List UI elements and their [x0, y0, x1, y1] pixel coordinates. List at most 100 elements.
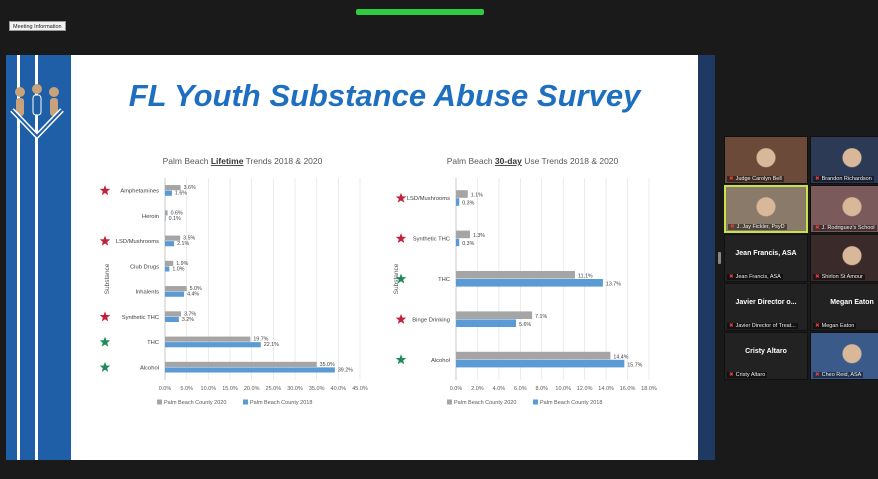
bar	[165, 260, 174, 266]
bar	[456, 351, 611, 360]
category-label: LSD/Mushrooms	[407, 196, 450, 202]
participant-name: Cheo Reid, ASA	[821, 372, 862, 378]
data-label: 13.7%	[606, 282, 621, 288]
organization-logo-icon	[10, 84, 64, 140]
chart-title: Palm Beach 30-day Use Trends 2018 & 2020	[447, 156, 619, 166]
legend-label: Palm Beach County 2018	[250, 400, 312, 406]
category-label: Club Drugs	[130, 264, 159, 270]
x-tick-label: 10.0%	[201, 386, 217, 392]
category-label: Amphetamines	[120, 189, 159, 195]
red-star-icon	[99, 311, 111, 322]
bar	[165, 336, 251, 342]
participant-name-label: ✖ J. Rodriguez's School	[813, 225, 877, 231]
bar	[165, 361, 317, 367]
participant-display-name: Cristy Altaro	[745, 348, 787, 355]
data-label: 2.1%	[177, 241, 189, 247]
category-label: Heroin	[142, 214, 159, 220]
participant-display-name: Jean Francis, ASA	[735, 250, 797, 257]
bar	[456, 198, 460, 206]
participant-tile[interactable]: ✖ Cheo Reid, ASA	[810, 332, 878, 380]
participant-name: Megan Eaton	[821, 323, 855, 329]
participant-tile[interactable]: Javier Director o... ✖ Javier Director of …	[724, 283, 808, 331]
bar	[165, 235, 181, 241]
participant-name: Cristy Altaro	[735, 372, 766, 378]
bar	[456, 319, 517, 327]
participant-video	[726, 187, 806, 231]
x-tick-label: 20.0%	[244, 386, 260, 392]
muted-mic-icon: ✖	[815, 323, 820, 329]
participant-video	[811, 235, 878, 281]
data-label: 3.7%	[184, 311, 196, 317]
data-label: 39.2%	[338, 367, 353, 373]
bar	[165, 286, 187, 292]
data-label: 19.7%	[253, 337, 268, 343]
category-label: Synthetic THC	[413, 237, 450, 243]
participant-name: Judge Carolyn Bell	[735, 176, 782, 182]
participant-name-label: ✖ Cheo Reid, ASA	[813, 372, 864, 378]
chart-title: Palm Beach Lifetime Trends 2018 & 2020	[163, 156, 323, 166]
green-star-icon	[99, 361, 111, 372]
participant-tile[interactable]: Jean Francis, ASA ✖ Jean Francis, ASA	[724, 234, 808, 282]
participant-video	[811, 333, 878, 379]
bar	[165, 291, 185, 297]
legend-swatch	[243, 399, 248, 405]
data-label: 0.3%	[462, 201, 474, 207]
x-tick-label: 45.0%	[352, 386, 368, 392]
category-label: THC	[147, 340, 159, 346]
category-label: Synthetic THC	[122, 315, 159, 321]
category-label: Alcohol	[140, 365, 159, 371]
x-tick-label: 25.0%	[266, 386, 282, 392]
participant-name-label: ✖ Brandon Richardson	[813, 176, 874, 182]
participant-tile[interactable]: Cristy Altaro ✖ Cristy Altaro	[724, 332, 808, 380]
data-label: 7.1%	[535, 314, 547, 320]
presentation-slide	[71, 55, 698, 460]
y-axis-label: Substance	[104, 263, 111, 294]
bar	[165, 210, 168, 216]
bar	[165, 367, 335, 373]
participant-tile[interactable]: Megan Eaton ✖ Megan Eaton	[810, 283, 878, 331]
participant-tile[interactable]: ✖ J. Jay Fickler, PsyD	[724, 185, 808, 233]
muted-mic-icon: ✖	[729, 372, 734, 378]
legend-swatch	[157, 399, 162, 405]
participant-tile[interactable]: ✖ Brandon Richardson	[810, 136, 878, 184]
x-tick-label: 12.0%	[577, 386, 593, 392]
data-label: 0.1%	[169, 216, 181, 222]
slide-left-band	[6, 55, 71, 460]
green-star-icon	[99, 336, 111, 347]
bar	[165, 342, 261, 348]
participant-tile[interactable]: ✖ Shirlon St Amour	[810, 234, 878, 282]
red-star-icon	[395, 233, 407, 244]
red-star-icon	[395, 313, 407, 324]
participant-name-label: ✖ Javier Director of Treat...	[727, 323, 798, 329]
participant-tile[interactable]: ✖ Judge Carolyn Bell	[724, 136, 808, 184]
data-label: 15.7%	[627, 362, 642, 368]
legend-swatch	[533, 399, 538, 405]
muted-mic-icon: ✖	[729, 176, 734, 182]
participant-tile[interactable]: ✖ J. Rodriguez's School	[810, 185, 878, 233]
bar	[456, 230, 470, 239]
data-label: 0.3%	[462, 241, 474, 247]
x-tick-label: 5.0%	[180, 386, 193, 392]
participant-name: Brandon Richardson	[821, 176, 872, 182]
bar	[165, 185, 181, 191]
slide-title: FL Youth Substance Abuse Survey	[128, 78, 641, 113]
participant-name: J. Rodriguez's School	[821, 225, 875, 231]
bar	[165, 311, 182, 317]
red-star-icon	[99, 185, 111, 196]
red-star-icon	[395, 192, 407, 203]
muted-mic-icon: ✖	[815, 274, 820, 280]
data-label: 3.5%	[183, 236, 195, 242]
meeting-information-button[interactable]: Meeting Information	[9, 21, 66, 31]
category-label: LSD/Mushrooms	[116, 239, 159, 245]
data-label: 1.6%	[175, 191, 187, 197]
participant-name-label: ✖ Cristy Altaro	[727, 372, 768, 378]
x-tick-label: 0.0%	[450, 386, 463, 392]
bar	[165, 266, 170, 272]
participant-video	[725, 137, 807, 183]
sharing-indicator-bar[interactable]	[356, 9, 484, 15]
data-label: 1.1%	[471, 193, 483, 199]
gallery-resize-handle[interactable]	[718, 252, 721, 264]
x-tick-label: 6.0%	[514, 386, 527, 392]
bar	[456, 359, 625, 368]
